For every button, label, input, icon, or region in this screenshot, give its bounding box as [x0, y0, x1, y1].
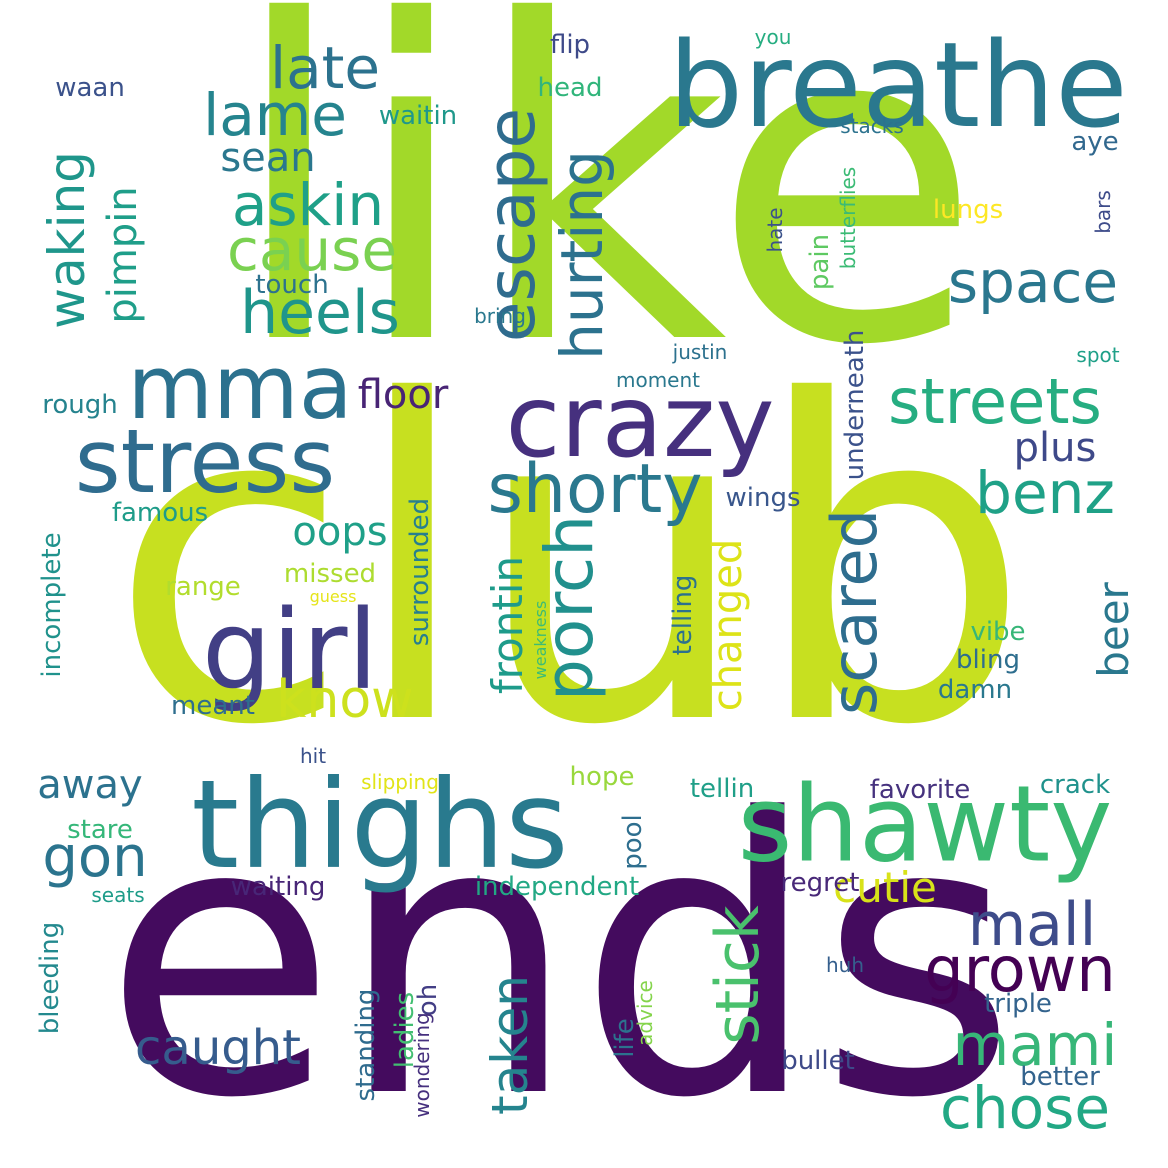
word-independent: independent — [474, 872, 640, 902]
word-bleeding: bleeding — [35, 921, 65, 1035]
word-beer: beer — [1089, 582, 1138, 678]
word-crack: crack — [1039, 770, 1111, 800]
word-meant: meant — [171, 691, 255, 721]
word-scared: scared — [818, 508, 891, 716]
word-lame: lame — [203, 81, 347, 149]
word-damn: damn — [937, 675, 1013, 705]
word-space: space — [947, 248, 1119, 316]
word-crazy: crazy — [505, 363, 775, 480]
word-sean: sean — [220, 135, 316, 181]
word-taken: taken — [481, 975, 539, 1115]
word-plus: plus — [1013, 425, 1097, 471]
word-frontin: frontin — [483, 555, 532, 695]
word-thighs: thighs — [191, 754, 569, 896]
word-streets: streets — [888, 365, 1102, 438]
word-pool: pool — [618, 814, 648, 870]
word-head: head — [537, 73, 603, 103]
word-ends: ends — [103, 738, 1017, 1168]
word-triple: triple — [984, 989, 1052, 1019]
word-like: like — [227, 0, 983, 441]
word-rough: rough — [42, 390, 118, 420]
word-telling: telling — [668, 574, 698, 656]
word-late: late — [269, 34, 381, 102]
word-wondering: wondering — [410, 1012, 434, 1118]
word-moment: moment — [615, 368, 701, 392]
word-tellin: tellin — [689, 774, 755, 804]
word-aye: aye — [1071, 127, 1119, 157]
word-cutie: cutie — [833, 863, 937, 912]
word-flip: flip — [549, 30, 591, 60]
word-pimpin: pimpin — [100, 186, 146, 324]
word-mall: mall — [967, 890, 1097, 960]
word-heels: heels — [240, 278, 400, 348]
word-justin: justin — [672, 340, 728, 364]
word-bullet: bullet — [781, 1046, 855, 1076]
word-floor: floor — [357, 372, 449, 418]
word-changed: changed — [705, 538, 751, 712]
word-spot: spot — [1076, 343, 1120, 367]
word-vibe: vibe — [970, 617, 1026, 647]
word-hit: hit — [299, 744, 327, 768]
word-stacks: stacks — [840, 114, 904, 138]
word-bars: bars — [1091, 190, 1115, 234]
word-standing: standing — [351, 988, 381, 1102]
word-girl: girl — [201, 586, 379, 714]
word-pain: pain — [805, 233, 835, 291]
word-weakness: weakness — [531, 600, 550, 680]
word-know: know — [276, 670, 414, 730]
word-caught: caught — [135, 1020, 301, 1076]
word-missed: missed — [283, 559, 377, 589]
word-hurting: hurting — [548, 150, 616, 360]
word-incomplete: incomplete — [37, 532, 67, 678]
word-oops: oops — [292, 509, 388, 555]
word-famous: famous — [111, 498, 209, 528]
word-better: better — [1020, 1062, 1100, 1092]
word-surrounded: surrounded — [405, 497, 435, 647]
word-mma: mma — [127, 336, 353, 439]
word-waking: waking — [38, 151, 96, 329]
word-mami: mami — [952, 1011, 1118, 1079]
word-club: club — [108, 309, 1032, 821]
word-advice: advice — [633, 980, 657, 1046]
word-regret: regret — [780, 868, 860, 898]
word-slipping: slipping — [361, 770, 439, 794]
word-bring: bring — [474, 304, 526, 328]
word-touch: touch — [255, 270, 329, 300]
word-waan: waan — [55, 73, 125, 103]
word-you: you — [754, 25, 792, 49]
word-gon: gon — [42, 825, 148, 890]
word-seats: seats — [91, 883, 145, 907]
word-waiting: waiting — [230, 872, 326, 902]
word-grown: grown — [924, 933, 1116, 1006]
word-cause: cause — [226, 216, 398, 284]
word-breathe: breathe — [668, 16, 1128, 154]
word-butterflies: butterflies — [836, 166, 860, 270]
word-stick: stick — [703, 905, 773, 1045]
word-guess: guess — [309, 587, 357, 606]
word-underneath: underneath — [840, 329, 870, 481]
word-favorite: favorite — [869, 775, 971, 805]
word-benz: benz — [975, 459, 1115, 527]
word-wings: wings — [725, 483, 801, 513]
word-huh: huh — [825, 953, 865, 977]
word-hate: hate — [763, 207, 787, 253]
word-stress: stress — [74, 410, 336, 513]
word-shawty: shawty — [737, 763, 1113, 886]
word-stare: stare — [67, 815, 133, 845]
word-waitin: waitin — [378, 101, 458, 131]
word-shorty: shorty — [487, 450, 703, 529]
word-bling: bling — [956, 645, 1020, 675]
word-askin: askin — [231, 171, 385, 239]
word-away: away — [37, 762, 143, 808]
word-range: range — [165, 572, 241, 602]
word-lungs: lungs — [932, 195, 1004, 225]
word-hope: hope — [569, 762, 635, 792]
word-chose: chose — [939, 1074, 1111, 1142]
